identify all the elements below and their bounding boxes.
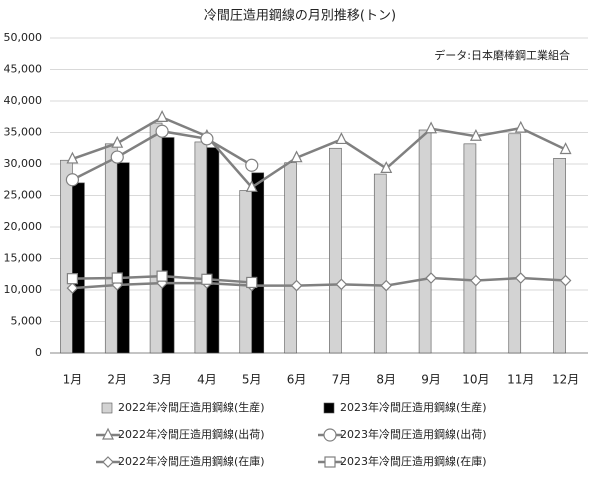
marker [425,272,437,284]
y-tick-label: 40,000 [4,94,43,107]
x-tick-label: 10月 [462,373,489,387]
x-tick-label: 6月 [287,373,307,387]
marker [559,274,572,287]
y-tick-label: 0 [35,346,42,359]
legend-label: 2022年冷間圧造用鋼線(生産) [118,400,265,414]
bar [104,143,118,354]
marker [559,142,572,155]
marker [470,274,482,287]
x-tick-label: 12月 [552,373,579,387]
bar [206,147,220,354]
y-tick-label: 15,000 [4,252,43,265]
bar [463,143,477,354]
legend-label: 2023年冷間圧造用鋼線(出荷) [340,427,487,441]
marker [156,270,168,282]
x-tick-label: 11月 [507,373,534,387]
x-tick-label: 8月 [376,373,396,387]
y-tick-label: 45,000 [4,63,43,76]
marker [469,128,482,141]
legend-label: 2022年冷間圧造用鋼線(出荷) [118,427,265,441]
marker [110,150,124,164]
marker [335,132,348,145]
x-tick-label: 9月 [421,373,441,387]
marker [425,121,438,134]
marker [66,282,79,294]
y-tick-label: 35,000 [4,126,43,139]
marker [324,456,336,468]
marker [200,132,214,146]
bar [418,129,432,354]
marker [65,173,80,187]
bar [251,172,265,354]
bar [284,162,297,354]
marker [156,110,169,122]
marker [201,273,213,285]
line [72,115,567,189]
y-tick-label: 5,000 [11,315,43,328]
marker [380,161,393,174]
marker [245,179,258,192]
marker [66,273,79,285]
legend-label: 2022年冷間圧造用鋼線(在庫) [118,454,265,468]
marker [66,151,79,164]
y-tick-label: 30,000 [4,157,43,170]
bar [116,162,130,354]
line [72,276,566,290]
marker [514,272,527,284]
x-tick-label: 1月 [63,373,83,387]
y-tick-label: 50,000 [4,31,43,44]
marker [323,428,337,442]
marker [514,120,527,133]
x-tick-label: 5月 [242,373,262,387]
x-tick-label: 7月 [332,373,352,387]
marker [335,278,348,291]
annotation: データ:日本磨棒鋼工業組合 [434,48,570,62]
marker [245,158,259,172]
y-tick-label: 25,000 [4,189,43,202]
marker [111,135,124,148]
bar [60,159,73,354]
marker [380,279,393,292]
y-tick-label: 10,000 [4,283,43,296]
y-tick-label: 20,000 [4,220,43,233]
bar [72,182,85,354]
bar [329,147,342,354]
bar [161,137,175,354]
x-tick-label: 3月 [152,373,172,387]
chart-title: 冷間圧造用鋼線の月別推移(トン) [204,8,396,24]
marker [290,279,303,292]
legend-label: 2023年冷間圧造用鋼線(在庫) [340,454,487,468]
marker [290,150,303,163]
marker [102,427,114,440]
legend-swatch [323,402,335,414]
bar [149,122,163,354]
legend-swatch [101,402,113,414]
marker [246,276,258,289]
x-tick-label: 2月 [107,373,127,387]
marker [102,456,114,468]
bar [239,190,253,354]
bar [553,158,566,354]
bar [194,141,208,354]
x-tick-label: 4月 [197,373,217,387]
marker [111,272,123,284]
legend-label: 2023年冷間圧造用鋼線(生産) [340,400,487,414]
bar [373,173,387,354]
marker [155,124,169,138]
bar [508,133,522,354]
